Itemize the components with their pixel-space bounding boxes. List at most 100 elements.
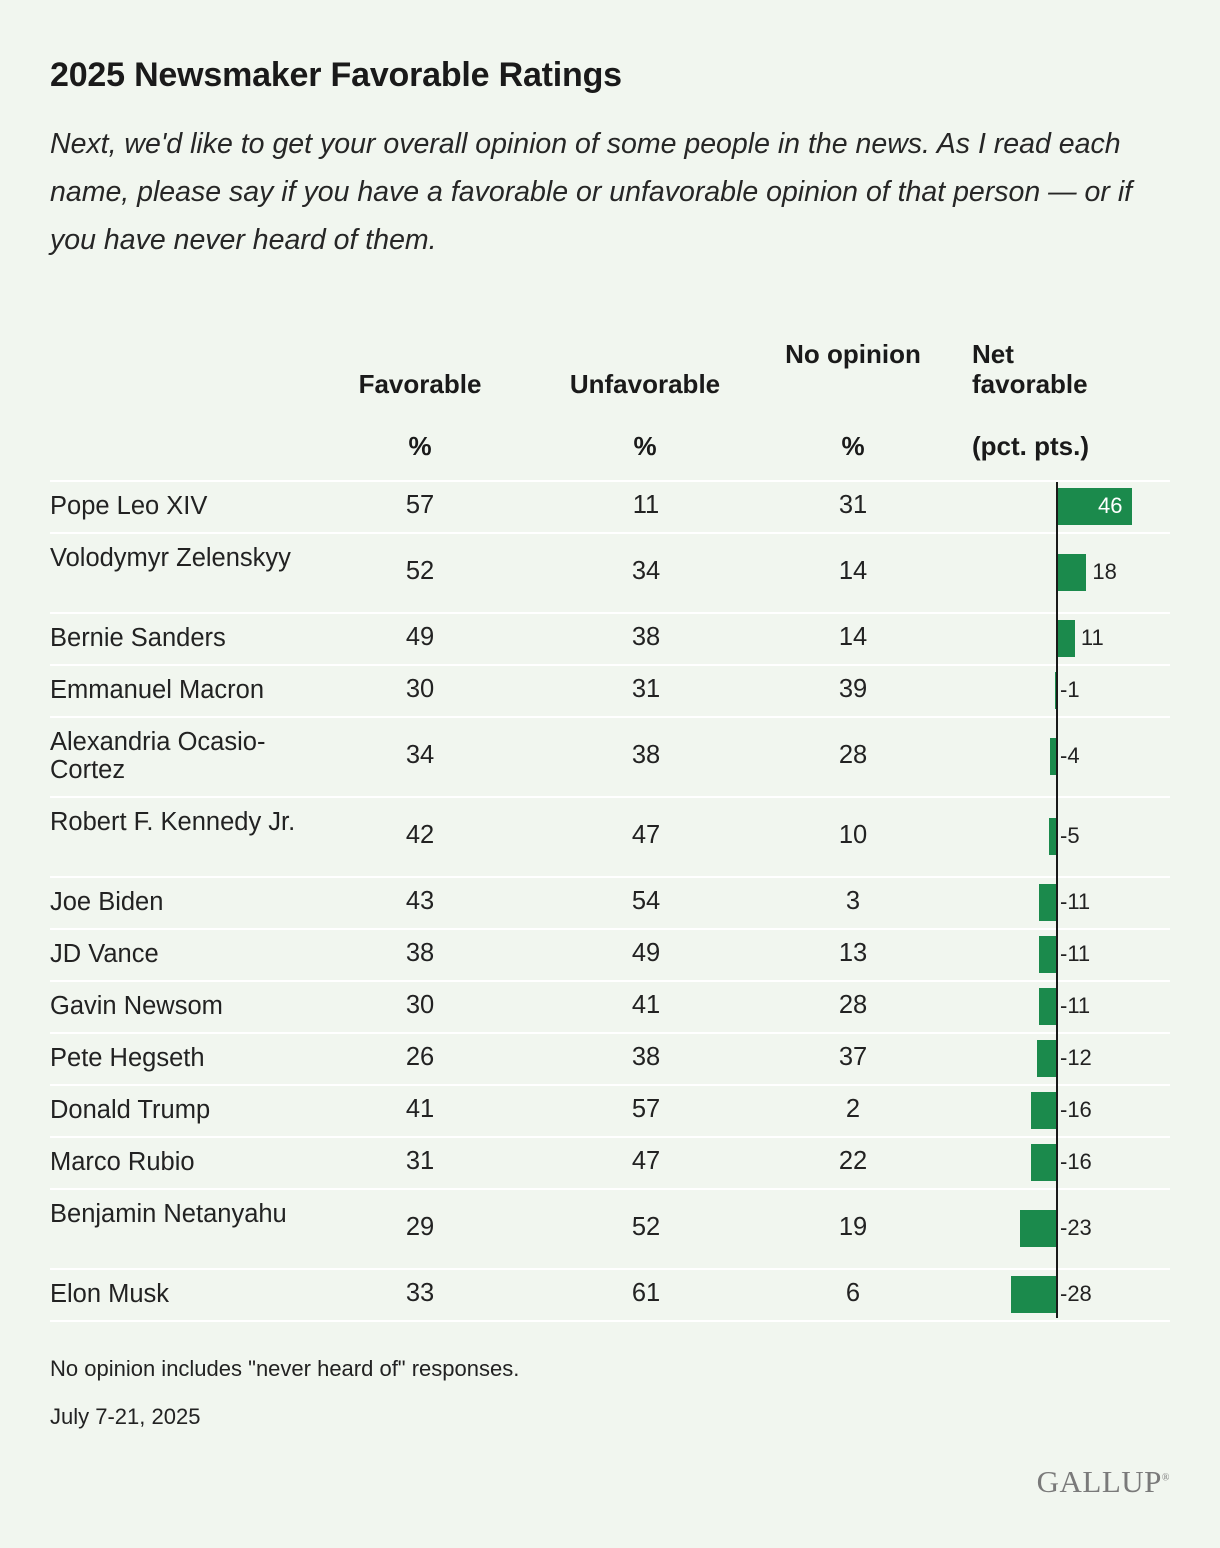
row-name: Marco Rubio [50, 1148, 195, 1176]
cell-unfavorable: 47 [631, 1147, 661, 1175]
survey-date: July 7-21, 2025 [50, 1404, 201, 1429]
cell-no-opinion: 37 [838, 1043, 868, 1071]
net-bar [1057, 554, 1087, 591]
row-separator [50, 1268, 1170, 1270]
cell-no-opinion: 28 [838, 991, 868, 1019]
cell-favorable: 38 [405, 939, 435, 967]
row-separator [50, 876, 1170, 878]
cell-no-opinion: 31 [838, 491, 868, 519]
cell-favorable: 43 [405, 887, 435, 915]
net-value-label: -4 [1060, 743, 1080, 768]
row-name: Benjamin Netanyahu [50, 1200, 287, 1228]
header-no-opinion: No opinion [785, 339, 921, 369]
row-name: Volodymyr Zelenskyy [50, 544, 291, 572]
row-separator [50, 1320, 1170, 1322]
footnote: No opinion includes "never heard of" res… [50, 1356, 520, 1381]
header-favorable: Favorable [358, 369, 482, 399]
cell-no-opinion: 14 [838, 623, 868, 651]
cell-favorable: 33 [405, 1279, 435, 1307]
chart-subtitle: Next, we'd like to get your overall opin… [50, 128, 1133, 256]
cell-unfavorable: 31 [631, 675, 661, 703]
net-value-label: -12 [1060, 1045, 1092, 1070]
header-net-favorable: Net favorable [972, 339, 1088, 399]
net-bar [1057, 488, 1132, 525]
row-name: Donald Trump [50, 1096, 211, 1124]
row-name: Elon Musk [50, 1280, 170, 1308]
row-separator [50, 716, 1170, 718]
cell-unfavorable: 52 [631, 1213, 661, 1241]
cell-no-opinion: 14 [838, 557, 868, 585]
chart-title: 2025 Newsmaker Favorable Ratings [50, 56, 622, 94]
net-value-label: 18 [1092, 559, 1117, 584]
net-value-label: 46 [1097, 493, 1123, 518]
row-separator [50, 796, 1170, 798]
cell-unfavorable: 11 [632, 491, 660, 519]
net-value-label: -11 [1060, 941, 1091, 966]
cell-favorable: 26 [405, 1043, 435, 1071]
cell-favorable: 30 [405, 991, 435, 1019]
cell-favorable: 30 [405, 675, 435, 703]
gallup-logo: GALLUP® [1037, 1464, 1170, 1500]
cell-favorable: 31 [405, 1147, 435, 1175]
net-value-label: -1 [1060, 677, 1080, 702]
cell-unfavorable: 54 [631, 887, 661, 915]
cell-unfavorable: 38 [631, 1043, 661, 1071]
net-bar [1011, 1276, 1057, 1313]
header-pct-no-opinion: % [841, 431, 865, 461]
row-separator [50, 532, 1170, 534]
cell-no-opinion: 10 [838, 821, 868, 849]
row-separator [50, 1084, 1170, 1086]
row-name: Pete Hegseth [50, 1044, 205, 1072]
header-net-unit: (pct. pts.) [972, 431, 1089, 461]
row-name: JD Vance [50, 940, 159, 968]
cell-favorable: 42 [405, 821, 435, 849]
cell-unfavorable: 47 [631, 821, 661, 849]
row-separator [50, 980, 1170, 982]
cell-favorable: 52 [405, 557, 435, 585]
registered-mark: ® [1161, 1472, 1170, 1484]
net-value-label: -5 [1060, 823, 1080, 848]
cell-no-opinion: 22 [838, 1147, 868, 1175]
cell-favorable: 41 [405, 1095, 435, 1123]
cell-no-opinion: 3 [845, 887, 861, 915]
cell-favorable: 49 [405, 623, 435, 651]
cell-unfavorable: 41 [631, 991, 661, 1019]
net-bar [1039, 936, 1057, 973]
row-separator [50, 664, 1170, 666]
row-name: Alexandria Ocasio-Cortez [50, 728, 266, 784]
row-separator [50, 1136, 1170, 1138]
cell-unfavorable: 34 [631, 557, 661, 585]
row-separator [50, 612, 1170, 614]
cell-no-opinion: 6 [845, 1279, 861, 1307]
cell-no-opinion: 13 [838, 939, 868, 967]
row-name: Bernie Sanders [50, 624, 226, 652]
cell-unfavorable: 49 [631, 939, 661, 967]
net-bar [1037, 1040, 1057, 1077]
net-bar [1019, 1210, 1057, 1247]
row-name: Robert F. Kennedy Jr. [50, 808, 296, 836]
header-unfavorable: Unfavorable [569, 369, 721, 399]
net-value-label: -23 [1060, 1215, 1092, 1240]
net-value-label: 11 [1080, 625, 1104, 650]
net-value-label: -11 [1060, 993, 1091, 1018]
cell-no-opinion: 2 [845, 1095, 861, 1123]
row-separator [50, 1032, 1170, 1034]
net-value-label: -28 [1060, 1281, 1092, 1306]
net-bar [1039, 884, 1057, 921]
row-name: Joe Biden [50, 888, 164, 916]
net-bar [1030, 1144, 1057, 1181]
row-name: Pope Leo XIV [50, 492, 208, 520]
cell-unfavorable: 38 [631, 741, 661, 769]
cell-no-opinion: 19 [838, 1213, 868, 1241]
row-name: Emmanuel Macron [50, 676, 264, 704]
logo-text: GALLUP [1036, 1464, 1162, 1499]
row-separator [50, 928, 1170, 930]
row-separator [50, 1188, 1170, 1190]
net-bar [1030, 1092, 1057, 1129]
cell-favorable: 34 [405, 741, 435, 769]
net-bar [1050, 738, 1057, 775]
cell-no-opinion: 39 [838, 675, 868, 703]
net-value-label: -16 [1060, 1097, 1092, 1122]
header-pct-favorable: % [408, 431, 432, 461]
header-pct-unfavorable: % [633, 431, 657, 461]
